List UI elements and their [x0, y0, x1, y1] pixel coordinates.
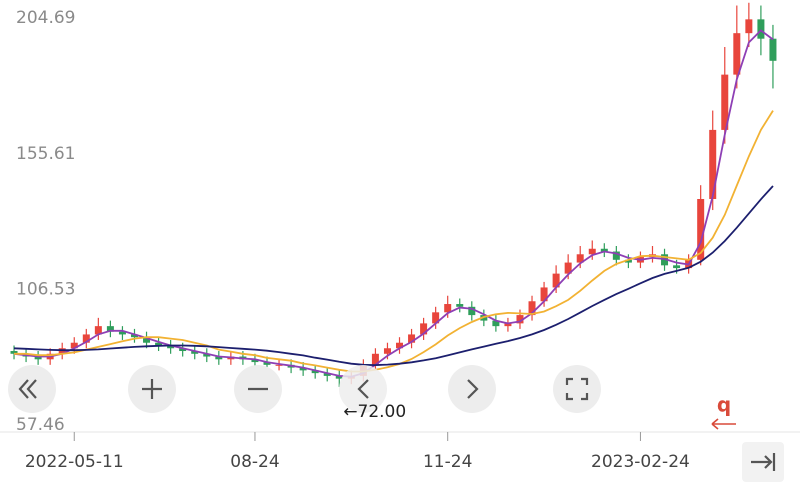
candle-body [697, 199, 705, 260]
candle-body [408, 334, 416, 343]
moving-average-line [14, 110, 774, 373]
candle-body [179, 348, 187, 352]
candle-body [432, 312, 440, 324]
candle-body [10, 351, 18, 354]
candle-body [721, 74, 729, 130]
candle-body [371, 353, 379, 365]
candle-body [323, 373, 331, 376]
candle-body [70, 342, 78, 349]
candle-body [191, 351, 199, 354]
candle-body [275, 364, 283, 366]
candle-body [769, 38, 777, 61]
candle-body [130, 334, 138, 338]
candle-body [263, 362, 271, 365]
x-tick-label: 2023-02-24 [591, 452, 690, 472]
candle-body [456, 304, 464, 307]
x-tick-label: 08-24 [230, 452, 279, 472]
candle-body [420, 323, 428, 335]
y-tick-label: 106.53 [16, 280, 75, 300]
candle-body [251, 359, 259, 363]
candle-body [118, 331, 126, 335]
button-zoom-in[interactable] [128, 365, 176, 413]
low-price-annotation: ←72.00 [343, 402, 406, 422]
candle-body [528, 301, 536, 316]
candle-body [143, 337, 151, 343]
candle-body [155, 342, 163, 346]
candle-body [745, 19, 753, 34]
button-fullscreen[interactable] [553, 365, 601, 413]
y-tick-label: 204.69 [16, 8, 75, 28]
candle-body [203, 353, 211, 357]
button-fast-back[interactable] [8, 365, 56, 413]
button-zoom-out[interactable] [234, 365, 282, 413]
candle-body [396, 342, 404, 349]
candle-body [94, 326, 102, 335]
candle-body [612, 251, 620, 260]
signal-label: q [717, 393, 731, 417]
candle-body [564, 262, 572, 274]
candle-body [167, 345, 175, 349]
y-tick-label: 57.46 [16, 415, 65, 435]
candle-body [624, 259, 632, 263]
y-tick-label: 155.61 [16, 144, 75, 164]
candle-body [492, 320, 500, 327]
candle-body [299, 367, 307, 371]
candle-body [673, 265, 681, 269]
candle-body [468, 306, 476, 316]
candle-body [516, 315, 524, 324]
candle-body [552, 273, 560, 288]
button-next[interactable] [448, 365, 496, 413]
candle-body [733, 33, 741, 75]
candle-body [709, 129, 717, 200]
candle-body [383, 348, 391, 354]
button-prev[interactable] [339, 365, 387, 413]
candle-body [600, 248, 608, 252]
candle-body [588, 248, 596, 255]
candle-body [757, 19, 765, 39]
button-jump-latest[interactable] [742, 442, 784, 482]
x-tick-label: 11-24 [423, 452, 472, 472]
candle-body [82, 334, 90, 343]
signal-arrow [711, 418, 736, 430]
candle-body [34, 356, 42, 360]
candle-body [576, 254, 584, 263]
candle-body [215, 356, 223, 360]
x-tick-label: 2022-05-11 [25, 452, 124, 472]
plot-area [10, 2, 777, 387]
candle-body [444, 304, 452, 313]
moving-average-line [13, 185, 774, 367]
candle-body [311, 370, 319, 374]
moving-average-line [13, 29, 774, 378]
candle-body [540, 287, 548, 302]
candle-body [106, 326, 114, 332]
candle-body [335, 375, 343, 379]
candle-body [504, 323, 512, 327]
